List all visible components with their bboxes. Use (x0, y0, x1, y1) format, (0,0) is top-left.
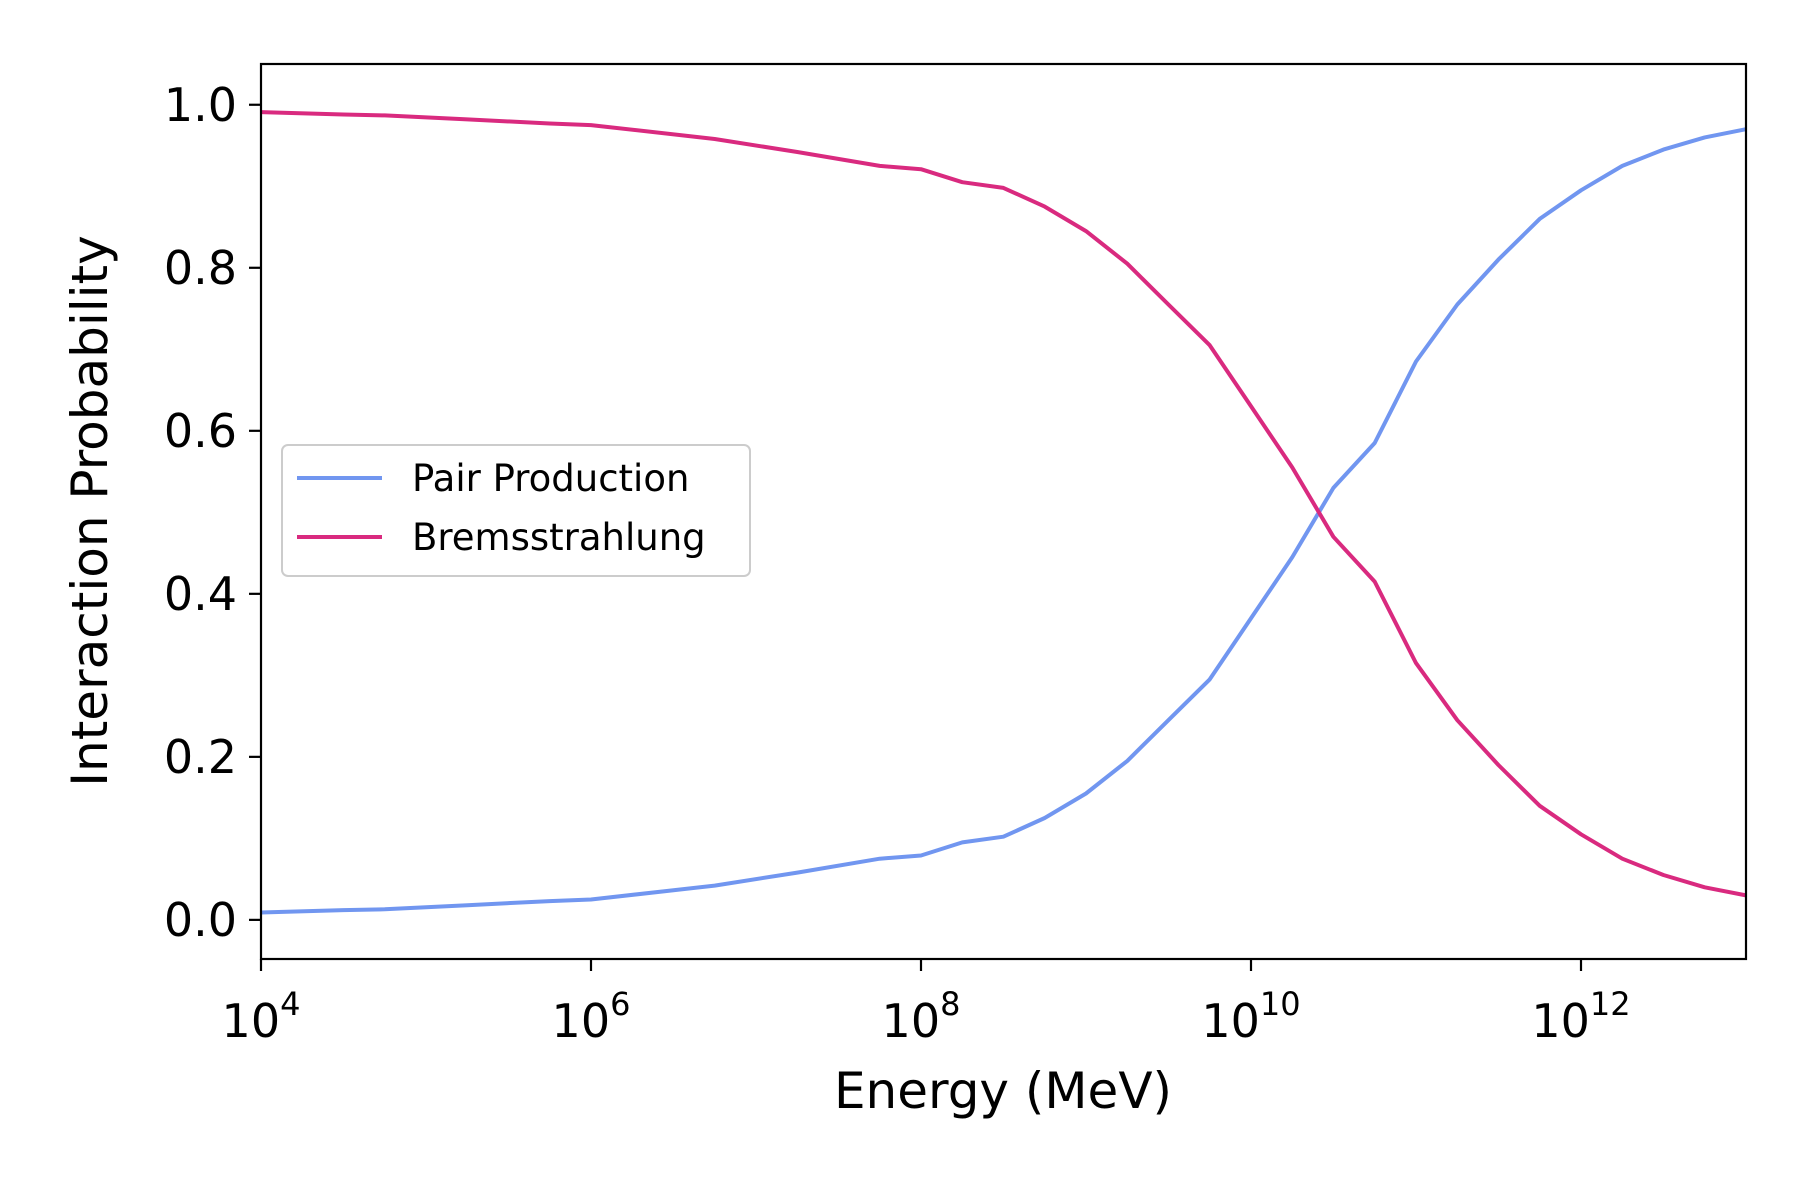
legend-label-bremsstrahlung: Bremsstrahlung (412, 516, 706, 559)
legend: Pair Production Bremsstrahlung (281, 444, 751, 577)
plot-frame (259, 62, 1748, 961)
x-tick-label: 1010 (1201, 985, 1300, 1048)
y-tick-label: 0.4 (164, 567, 237, 621)
legend-box (281, 444, 751, 577)
series-line-bremsstrahlung (260, 110, 1747, 898)
series-line-pair-production (260, 127, 1747, 915)
x-tick-label: 104 (222, 985, 301, 1048)
x-tick-label: 106 (552, 985, 631, 1048)
y-tick-label: 0.6 (164, 404, 237, 458)
y-axis-label: Interaction Probability (61, 235, 119, 786)
x-axis-label: Energy (MeV) (834, 1062, 1172, 1120)
y-axis: 0.0 0.2 0.4 0.6 0.8 1.0 (164, 78, 261, 947)
y-tick-label: 0.0 (164, 893, 237, 947)
y-tick-label: 1.0 (164, 78, 237, 132)
legend-label-pair-production: Pair Production (412, 457, 689, 500)
y-tick-label: 0.8 (164, 241, 237, 295)
x-tick-label: 108 (882, 985, 961, 1048)
x-axis: 104 106 108 1010 1012 (222, 959, 1631, 1048)
series-layer (260, 110, 1747, 915)
y-tick-label: 0.2 (164, 730, 237, 784)
x-tick-label: 1012 (1531, 985, 1630, 1048)
